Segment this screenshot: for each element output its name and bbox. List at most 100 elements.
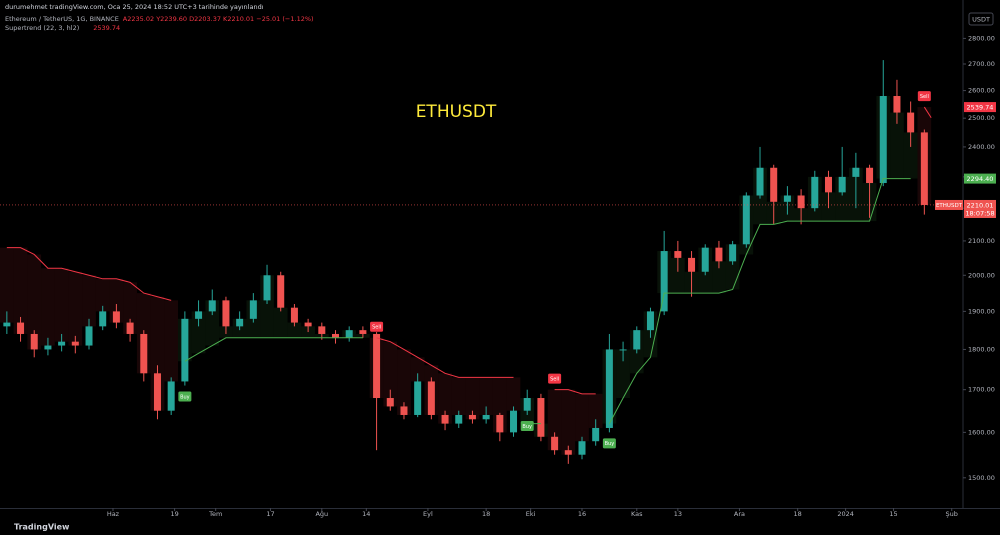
signal-label: Sell — [550, 376, 559, 382]
x-tick-label: Şub — [946, 510, 958, 518]
trend-fill — [68, 271, 83, 346]
supertrend-line — [554, 389, 596, 395]
candle-body — [304, 322, 312, 327]
trend-fill — [191, 311, 206, 354]
x-tick-label: 14 — [362, 510, 370, 518]
indicator-value: 2539.74 — [93, 24, 120, 32]
candle-body — [373, 333, 381, 399]
candle-body — [633, 330, 641, 350]
signal-label: Sell — [372, 325, 381, 331]
x-tick-label: 19 — [170, 510, 178, 518]
trend-fill — [287, 322, 302, 338]
y-tick-label: 2700.00 — [968, 60, 995, 68]
x-tick-label: 17 — [266, 510, 274, 518]
trend-fill — [465, 377, 480, 420]
candle-body — [140, 333, 148, 374]
signal-box — [370, 321, 384, 332]
supertrend-down-tag-box — [964, 102, 996, 113]
indicator: Supertrend (22, 3, hl2) — [5, 24, 79, 32]
candle-body — [866, 167, 874, 184]
candle-body — [318, 326, 326, 334]
trend-fill — [451, 377, 466, 415]
candle-body — [592, 427, 600, 442]
candle-body — [332, 333, 340, 338]
chart-title: ETHUSDT — [416, 102, 497, 122]
signal-box — [917, 91, 931, 102]
candle-body — [345, 330, 353, 338]
x-tick-label: 2024 — [837, 510, 854, 518]
candle-body — [893, 96, 901, 113]
trend-fill — [547, 389, 562, 451]
last-price: 2210.01 — [967, 201, 994, 209]
x-tick-label: 18 — [482, 510, 490, 518]
y-tick-label: 1600.00 — [968, 428, 995, 436]
trend-fill — [438, 373, 452, 424]
candle-body — [852, 167, 860, 177]
trend-fill — [479, 377, 493, 415]
x-tick-label: Ara — [734, 510, 745, 518]
candle-body — [468, 414, 476, 420]
trend-fill — [95, 278, 110, 312]
trend-fill — [123, 282, 137, 334]
y-tick-label: 2400.00 — [968, 143, 995, 151]
y-tick-label: 1800.00 — [968, 345, 995, 353]
candle-body — [400, 406, 408, 415]
candle-body — [222, 300, 230, 327]
candle-body — [770, 167, 778, 202]
y-tick-label: 2100.00 — [968, 237, 995, 245]
signal-box — [548, 373, 562, 384]
x-tick-label: 13 — [674, 510, 682, 518]
candle-body — [523, 398, 531, 411]
supertrend-down-tag: 2539.74 — [967, 103, 994, 111]
signal-label: Buy — [522, 424, 532, 430]
trend-fill — [890, 112, 904, 179]
symbol-tag-box — [935, 199, 963, 210]
candle-body — [756, 167, 764, 196]
candle-body — [17, 322, 25, 334]
candle-body — [715, 247, 723, 262]
candle-body — [58, 341, 66, 346]
candle-body — [646, 311, 654, 331]
candle-body — [208, 300, 216, 312]
candle-body — [181, 318, 189, 382]
trend-fill — [27, 254, 42, 350]
trend-fill — [588, 393, 603, 428]
trend-fill — [712, 261, 726, 294]
x-tick-label: Eyl — [423, 510, 433, 518]
symbol: Ethereum / TetherUS, 1G, BINANCE — [5, 15, 119, 23]
candle-body — [290, 307, 298, 323]
candle-body — [537, 398, 545, 437]
candle-body — [195, 311, 203, 319]
candle-body — [824, 176, 832, 193]
candle-body — [551, 436, 559, 451]
candle-body — [674, 251, 682, 258]
brand: TradingView — [14, 523, 70, 532]
candle-body — [619, 349, 627, 351]
candle-body — [838, 176, 846, 193]
signal-label: Sell — [920, 94, 929, 100]
candle-body — [30, 333, 38, 350]
x-tick-label: Kas — [631, 510, 643, 518]
trend-fill — [54, 268, 69, 342]
candle-body — [605, 349, 613, 428]
trend-fill — [397, 349, 411, 415]
last-price-box — [964, 199, 996, 218]
symbol-tag: ETHUSDT — [936, 203, 963, 209]
candle-body — [112, 311, 120, 323]
indicator-legend: Supertrend (22, 3, hl2) 2539.74 — [5, 24, 120, 32]
supertrend-line — [923, 106, 932, 118]
y-tick-label: 2500.00 — [968, 114, 995, 122]
x-tick-label: 18 — [794, 510, 802, 518]
x-tick-label: 15 — [889, 510, 897, 518]
candle-body — [167, 381, 175, 411]
trend-fill — [273, 307, 288, 338]
signal-box — [178, 391, 192, 402]
currency[interactable]: USDT — [972, 16, 990, 24]
x-tick-label: Haz — [107, 510, 120, 518]
countdown: 18:07:58 — [965, 209, 994, 217]
candle-body — [153, 373, 161, 411]
currency-box[interactable] — [968, 12, 994, 26]
candle-body — [783, 195, 791, 202]
